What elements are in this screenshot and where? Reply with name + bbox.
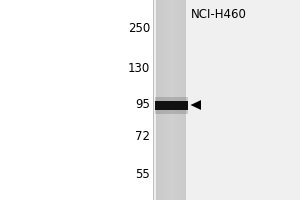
Bar (172, 0, 174, 200)
Bar (169, 0, 171, 200)
Bar (184, 0, 186, 200)
Text: 72: 72 (135, 130, 150, 144)
Bar (160, 0, 162, 200)
Bar (154, 101, 188, 110)
Bar (183, 0, 184, 200)
Bar (158, 0, 159, 200)
Text: 95: 95 (135, 98, 150, 112)
Bar (156, 0, 186, 200)
Bar (162, 0, 164, 200)
Bar (159, 0, 160, 200)
Text: 250: 250 (128, 22, 150, 36)
Bar (182, 0, 183, 200)
Bar (154, 97, 188, 114)
Text: 55: 55 (135, 168, 150, 180)
Bar (167, 0, 168, 200)
Bar (156, 0, 158, 200)
Text: 130: 130 (128, 62, 150, 75)
Bar (180, 0, 182, 200)
Bar (168, 0, 170, 200)
Text: NCI-H460: NCI-H460 (191, 8, 247, 21)
Bar (171, 0, 172, 200)
Bar (178, 0, 180, 200)
Bar (153, 0, 300, 200)
Bar (174, 0, 176, 200)
Bar (0, 0, 153, 200)
Bar (165, 0, 166, 200)
Bar (176, 0, 177, 200)
Bar (164, 0, 165, 200)
Polygon shape (190, 100, 201, 110)
Bar (177, 0, 178, 200)
